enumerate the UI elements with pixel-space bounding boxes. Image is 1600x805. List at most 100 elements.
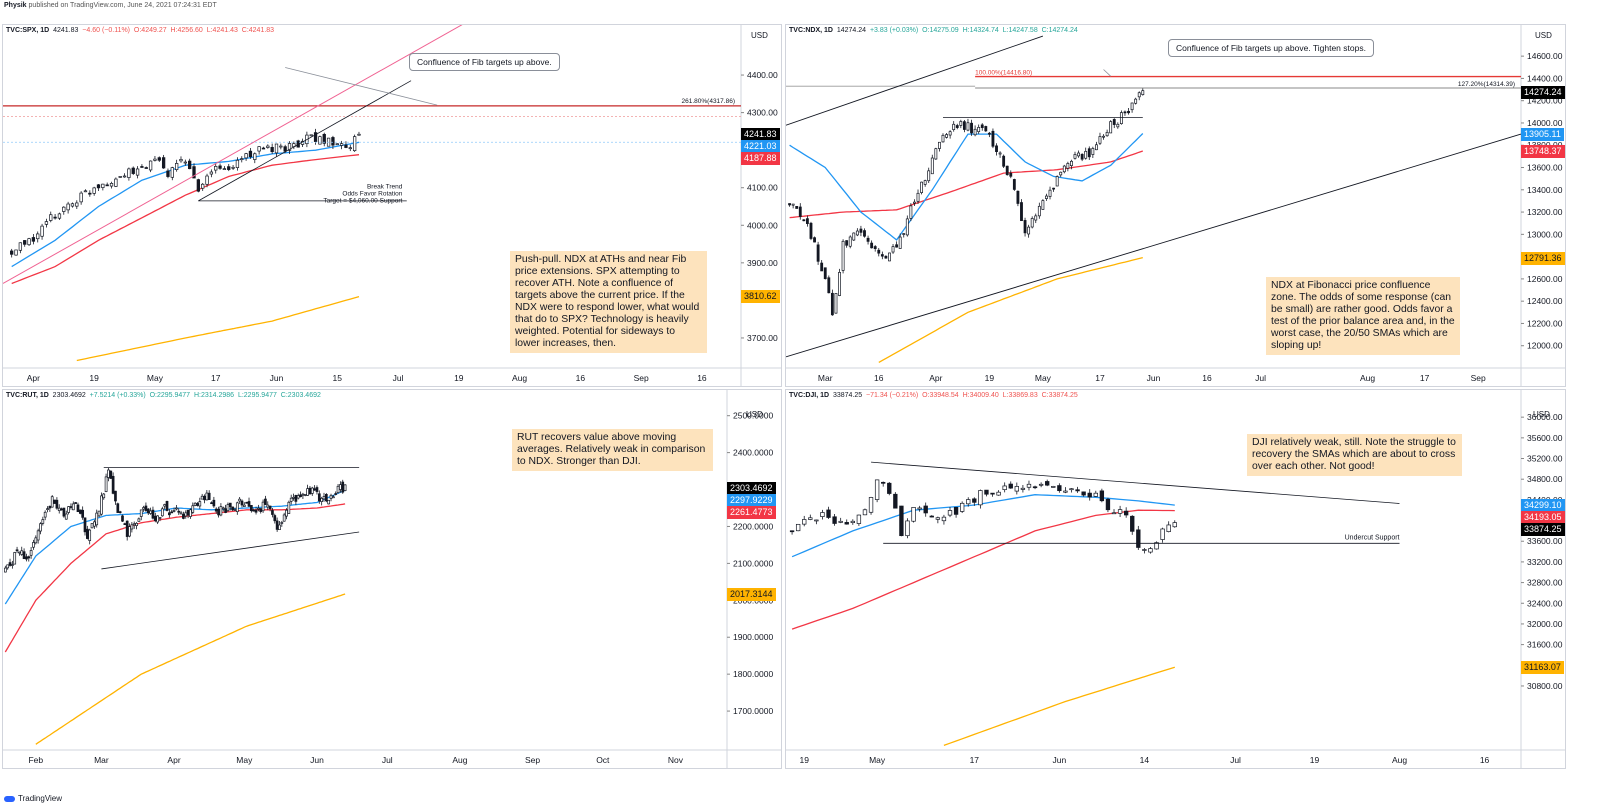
ohlc-legend: TVC:SPX, 1D 4241.83 −4.60 (−0.11%) O:424… [6, 27, 274, 34]
high-value: H:2314.2986 [193, 392, 235, 399]
candle-up [148, 160, 153, 171]
x-tick-label: Jun [1052, 755, 1066, 765]
candle-up [50, 496, 54, 508]
candle-up [352, 136, 357, 152]
candle-up [927, 170, 931, 182]
chart-panel-dji[interactable]: TVC:DJI, 1D 33874.25 −71.34 (−0.21%) O:3… [785, 389, 1566, 769]
candle-up [913, 201, 916, 204]
candle-down [315, 487, 319, 492]
candle-up [287, 501, 291, 514]
candle-up [1063, 490, 1068, 493]
candle-up [257, 146, 261, 152]
candle-up [189, 509, 192, 517]
candle-down [182, 514, 185, 519]
candle-down [228, 502, 232, 508]
candle-down [1112, 119, 1116, 125]
x-tick-label: 16 [1202, 373, 1212, 383]
candle-up [923, 180, 927, 185]
plot-area [786, 35, 1522, 363]
candle-up [49, 214, 53, 221]
x-tick-label: 16 [576, 373, 586, 383]
candle-down [177, 510, 181, 513]
candle-up [850, 520, 855, 524]
symbol-title[interactable]: TVC:SPX, 1D [6, 27, 50, 34]
candle-up [959, 502, 965, 512]
candle-down [188, 160, 192, 170]
candle-down [224, 508, 227, 513]
candle-up [114, 178, 118, 187]
chart-panel-rut[interactable]: TVC:RUT, 1D 2303.4692 +7.5214 (+0.33%) O… [2, 389, 782, 769]
candle-up [1172, 522, 1177, 528]
candle-up [18, 551, 21, 554]
y-tick-label: 32800.00 [1527, 578, 1563, 588]
candle-up [40, 225, 44, 237]
candle-up [139, 509, 143, 517]
chart-panel-ndx[interactable]: TVC:NDX, 1D 14274.24 +3.83 (+0.03%) O:14… [785, 24, 1566, 387]
currency-label: USD [746, 410, 763, 419]
candle-up [1002, 485, 1007, 491]
break-trend-text: Odds Favor Rotation [342, 190, 402, 197]
candle-down [144, 505, 148, 511]
candle-down [859, 228, 863, 233]
y-tick-label: 33200.00 [1527, 557, 1563, 567]
x-tick-label: May [869, 755, 886, 765]
close-value: C:33874.25 [1041, 392, 1078, 399]
candle-up [959, 121, 963, 126]
symbol-title[interactable]: TVC:NDX, 1D [789, 27, 833, 34]
y-tick-label: 14000.00 [1527, 118, 1563, 128]
x-tick-label: 19 [799, 755, 809, 765]
candle-up [27, 238, 31, 246]
candle-up [1066, 163, 1070, 169]
candle-up [64, 513, 68, 520]
candle-down [984, 126, 988, 132]
candle-up [916, 192, 920, 202]
callout-pointer [285, 67, 438, 106]
candle-up [128, 526, 131, 537]
candle-down [970, 122, 973, 134]
trend-channel-line [3, 25, 463, 284]
candle-up [292, 496, 295, 499]
chart-panel-spx[interactable]: TVC:SPX, 1D 4241.83 −4.60 (−0.11%) O:424… [2, 24, 782, 387]
candle-down [123, 523, 127, 525]
tradingview-footer[interactable]: TradingView [4, 794, 62, 803]
candle-up [83, 190, 88, 193]
candle-up [996, 491, 1001, 496]
author-name[interactable]: Physik [4, 2, 27, 9]
candle-up [1077, 152, 1080, 157]
candle-down [217, 508, 220, 516]
candle-down [299, 494, 302, 498]
candle-down [826, 509, 831, 518]
candle-down [308, 487, 312, 495]
candle-up [280, 522, 284, 524]
candle-up [6, 564, 10, 569]
candle-down [893, 493, 898, 509]
candle-down [283, 146, 287, 152]
candle-down [1099, 490, 1105, 502]
price-change: +7.5214 (+0.33%) [89, 392, 146, 399]
y-tick-label: 12200.00 [1527, 318, 1563, 328]
tradingview-logo-icon [4, 795, 15, 802]
candle-up [41, 519, 45, 524]
price-chart[interactable]: 36000.0035600.0035200.0034800.0034400.00… [786, 390, 1566, 769]
candle-up [193, 502, 197, 506]
symbol-title[interactable]: TVC:DJI, 1D [789, 392, 830, 399]
candle-down [62, 507, 66, 517]
candle-up [1134, 98, 1138, 104]
price-chart[interactable]: 4400.004300.004200.004100.004000.003900.… [3, 25, 782, 387]
candle-down [1123, 510, 1129, 516]
y-tick-label: 35200.00 [1527, 454, 1563, 464]
candle-down [953, 506, 959, 515]
candle-down [813, 237, 816, 243]
candle-up [274, 143, 279, 154]
symbol-title[interactable]: TVC:RUT, 1D [6, 392, 49, 399]
x-tick-label: 16 [874, 373, 884, 383]
candle-up [266, 504, 270, 508]
y-tick-label: 3700.00 [747, 333, 778, 343]
candle-up [170, 167, 174, 178]
candle-up [109, 183, 114, 187]
candle-down [987, 132, 991, 135]
candle-up [348, 147, 352, 150]
candle-down [69, 506, 73, 508]
candle-up [92, 187, 96, 194]
candle-down [275, 520, 279, 530]
